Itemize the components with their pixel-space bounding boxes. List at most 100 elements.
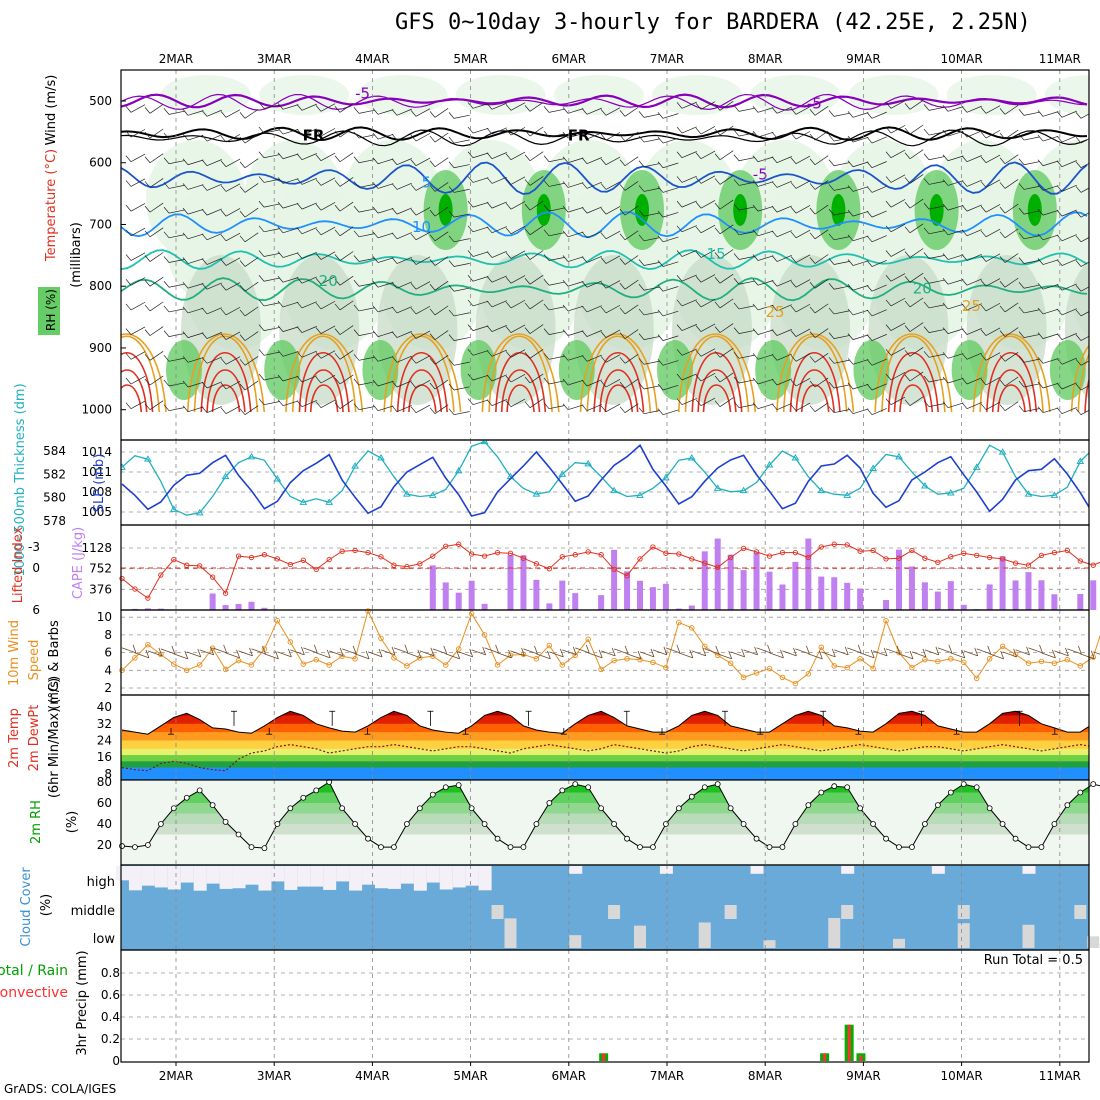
wind-barb-flag (714, 153, 721, 160)
surface-wind-barb (238, 650, 253, 657)
li-point (779, 549, 786, 556)
li-tick: 0 (32, 561, 40, 575)
wind-speed-point (844, 664, 850, 671)
wind-barb (1080, 138, 1089, 144)
rh-band (121, 824, 1089, 836)
wind-barb-flag (163, 132, 170, 140)
wind-barb-flag (866, 260, 873, 267)
wind-speed-point (585, 636, 591, 643)
cloud-low-cell (698, 922, 711, 948)
wind-speed-point (624, 656, 630, 662)
wind-barb-flag (1075, 408, 1082, 415)
wind-tick: 4 (104, 663, 112, 677)
rh-point (455, 782, 462, 789)
wind-barb (985, 302, 1001, 312)
rh-point (611, 821, 617, 827)
wind-barb (1004, 154, 1019, 165)
wind-speed-point (274, 617, 281, 624)
surface-wind-barb (847, 647, 862, 654)
slp-line (121, 444, 1089, 517)
wind-barb-flag (144, 403, 151, 410)
wind-barb (871, 284, 887, 292)
cloud-high-cell (400, 866, 414, 884)
wind-barb (966, 130, 982, 138)
cape-axis-label: CAPE (J/kg) (71, 527, 86, 599)
surface-wind-barb-flag (728, 650, 733, 659)
wind-barb (681, 299, 697, 307)
precip-tick: 0.2 (101, 1032, 120, 1046)
surface-wind-barb (458, 651, 473, 658)
surface-wind-barb (821, 651, 836, 658)
cape-bar (611, 549, 618, 610)
wind-barb (719, 249, 734, 259)
wind-barb-flag (657, 161, 664, 168)
rh-point (222, 819, 229, 825)
wind-barb (909, 371, 924, 382)
wind-barb (1042, 135, 1059, 142)
wind-barb-flag (961, 377, 968, 385)
wind-barb-flag (980, 403, 987, 410)
wind-speed-point (999, 643, 1006, 650)
wind-barb-flag (239, 235, 246, 243)
rh-point (831, 783, 838, 790)
wind-barb-flag (619, 258, 626, 265)
cape-bar (844, 582, 851, 610)
wind-barb-flag (429, 283, 436, 291)
wind-barb (947, 328, 964, 334)
wind-barb-flag (752, 229, 759, 237)
wind-barb-flag (942, 302, 949, 310)
wind-speed-point (740, 674, 747, 681)
surface-wind-barb (613, 648, 629, 655)
rh-point (896, 844, 902, 850)
wind-barb (624, 378, 639, 389)
wind-barb (757, 378, 774, 385)
temp-band (121, 767, 1089, 775)
wind-barb (738, 157, 755, 162)
precip-legend-convective: Convective (0, 985, 68, 1001)
temp-contour-bl (121, 335, 161, 413)
date-label-bottom: 7MAR (650, 1069, 685, 1083)
wind-barb (662, 384, 679, 391)
contour-label: -5 (807, 94, 822, 112)
wind-barb (928, 279, 945, 284)
temp-contour-bl (972, 333, 1051, 413)
li-point (870, 547, 876, 554)
wind-barb (1042, 111, 1059, 117)
wind-barb (377, 158, 394, 165)
wind-barb-flag (372, 280, 379, 288)
temp-contour-bl (1077, 352, 1089, 413)
wind-barb-flag (505, 375, 512, 383)
li-point (986, 554, 993, 561)
wind-barb (244, 306, 259, 317)
rh-blob-dark (831, 194, 846, 226)
wind-barb-flag (258, 102, 265, 109)
wind-barb (833, 112, 850, 117)
surface-wind-barb (264, 653, 279, 660)
li-point (132, 586, 138, 592)
wind-barb-flag (201, 381, 208, 389)
surface-wind-barb-flag (495, 644, 499, 653)
wind-barb (187, 184, 204, 190)
wind-barb-flag (771, 107, 778, 114)
wind-barb-flag (1075, 136, 1082, 144)
pressure-tick: 600 (89, 156, 112, 170)
cloud-high-cell (297, 866, 311, 887)
wind-barb-flag (372, 157, 379, 164)
rh-blob-dark (635, 194, 649, 226)
wind-barb (852, 136, 869, 143)
li-point (844, 542, 850, 548)
wind-barb (225, 331, 241, 340)
wind-barb (453, 238, 470, 243)
wind-barb (396, 256, 412, 264)
rh-point (352, 821, 358, 827)
wind-barb-flag (885, 398, 892, 405)
wind-barb (947, 155, 964, 162)
cape-bar (831, 577, 838, 610)
wind-barb (472, 251, 489, 257)
temp-contour-bl (121, 352, 154, 413)
thickness-point (247, 452, 256, 460)
wind-barb-flag (904, 226, 911, 234)
wind-barb-flag (1018, 331, 1025, 338)
wind-barb (909, 396, 924, 406)
thickness-point (558, 470, 567, 477)
